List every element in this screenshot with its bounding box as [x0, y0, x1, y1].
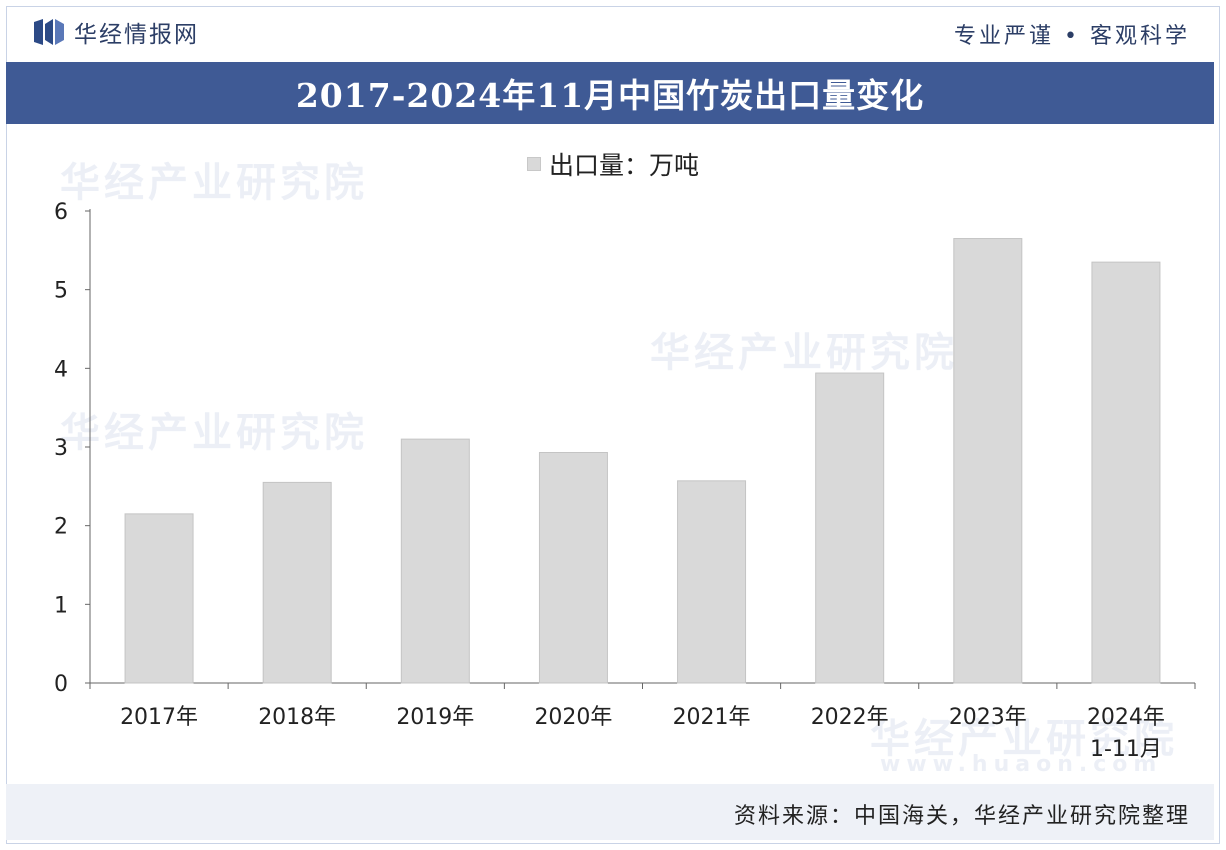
- x-tick-label: 2021年: [673, 705, 751, 730]
- x-tick-label: 2023年: [949, 705, 1027, 730]
- bar: [400, 438, 470, 684]
- y-tick-label: 2: [54, 515, 68, 540]
- x-tick-label: 2024年: [1087, 705, 1165, 730]
- title-bar: 2017-2024年11月中国竹炭出口量变化: [6, 62, 1214, 124]
- brand-name: 华经情报网: [74, 22, 199, 48]
- bar: [677, 480, 747, 684]
- brand-logo-icon: [34, 19, 64, 45]
- top-bar: 华经情报网 专业严谨 • 客观科学: [0, 0, 1226, 62]
- x-tick-label: 2022年: [811, 705, 889, 730]
- x-tick-label: 2017年: [120, 705, 198, 730]
- bar: [1091, 261, 1161, 684]
- bar: [815, 372, 885, 684]
- y-tick-label: 0: [54, 672, 68, 697]
- legend-swatch: [526, 157, 541, 171]
- bar: [124, 513, 194, 684]
- x-tick-label: 2018年: [258, 705, 336, 730]
- brand[interactable]: 华经情报网: [34, 18, 199, 48]
- y-tick-label: 3: [54, 436, 68, 461]
- y-tick-label: 1: [54, 593, 68, 618]
- bar: [538, 452, 608, 684]
- y-tick-label: 5: [54, 279, 68, 304]
- x-tick-label: 1-11月: [1090, 737, 1162, 762]
- x-tick-label: 2020年: [534, 705, 612, 730]
- legend-label: 出口量：万吨: [548, 151, 699, 180]
- legend: 出口量：万吨: [0, 146, 1226, 182]
- slogan: 专业严谨 • 客观科学: [954, 24, 1190, 49]
- y-tick-label: 6: [54, 200, 68, 225]
- footer: 资料来源：中国海关，华经产业研究院整理: [6, 784, 1214, 840]
- y-tick-label: 4: [54, 357, 68, 382]
- x-tick-label: 2019年: [396, 705, 474, 730]
- bar: [953, 238, 1023, 684]
- bar: [262, 481, 332, 684]
- source-note: 资料来源：中国海关，华经产业研究院整理: [733, 804, 1190, 829]
- chart-title: 2017-2024年11月中国竹炭出口量变化: [295, 76, 925, 115]
